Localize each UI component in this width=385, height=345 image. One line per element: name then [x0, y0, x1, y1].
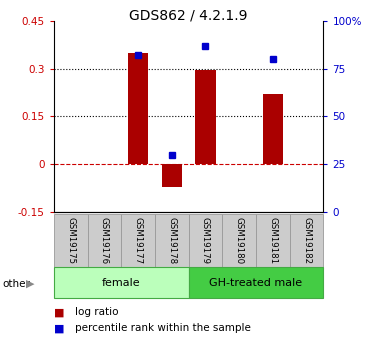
- Text: other: other: [2, 279, 30, 288]
- Bar: [121, 214, 155, 267]
- Bar: [88, 214, 121, 267]
- Text: GSM19180: GSM19180: [235, 217, 244, 264]
- Bar: [263, 94, 283, 164]
- Text: GDS862 / 4.2.1.9: GDS862 / 4.2.1.9: [129, 9, 248, 23]
- Bar: [189, 214, 223, 267]
- Text: ▶: ▶: [26, 279, 34, 288]
- Bar: [256, 214, 290, 267]
- Text: female: female: [102, 278, 141, 288]
- Text: GSM19176: GSM19176: [100, 217, 109, 264]
- Bar: [290, 214, 323, 267]
- Bar: [155, 214, 189, 267]
- Bar: [223, 214, 256, 267]
- Text: GSM19178: GSM19178: [167, 217, 176, 264]
- Bar: [196, 70, 216, 164]
- Bar: [189, 267, 323, 298]
- Text: GH-treated male: GH-treated male: [209, 278, 303, 288]
- Bar: [54, 214, 88, 267]
- Text: GSM19175: GSM19175: [66, 217, 75, 264]
- Bar: [162, 164, 182, 187]
- Bar: [128, 53, 148, 164]
- Text: log ratio: log ratio: [75, 307, 119, 317]
- Text: GSM19182: GSM19182: [302, 217, 311, 264]
- Text: GSM19181: GSM19181: [268, 217, 277, 264]
- Bar: [54, 267, 189, 298]
- Text: ■: ■: [54, 307, 64, 317]
- Text: percentile rank within the sample: percentile rank within the sample: [75, 324, 251, 333]
- Text: GSM19179: GSM19179: [201, 217, 210, 264]
- Text: ■: ■: [54, 324, 64, 333]
- Text: GSM19177: GSM19177: [134, 217, 142, 264]
